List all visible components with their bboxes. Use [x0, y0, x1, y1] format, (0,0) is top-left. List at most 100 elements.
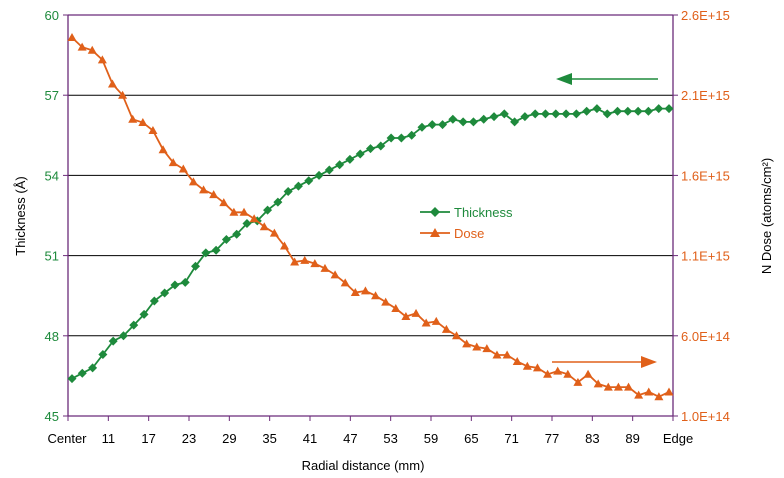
x-tick-label: 41	[303, 431, 317, 446]
legend-item-thickness: Thickness	[420, 205, 513, 220]
dose-point	[512, 356, 522, 365]
thickness-point	[407, 130, 417, 140]
dose-point	[219, 198, 229, 207]
dose-point	[118, 90, 128, 99]
dose-point	[634, 390, 644, 399]
dose-arrow	[552, 356, 657, 368]
dose-point	[593, 379, 603, 388]
dose-point	[391, 304, 401, 313]
thickness-point	[540, 109, 550, 119]
x-tick-label: Edge	[663, 431, 693, 446]
dose-point	[178, 164, 188, 173]
x-tick-label: 47	[343, 431, 357, 446]
thickness-point	[602, 109, 612, 119]
dose-point	[421, 318, 431, 327]
thickness-point	[613, 106, 623, 116]
dose-point	[249, 214, 259, 223]
x-tick-label: 53	[383, 431, 397, 446]
thickness-point	[366, 144, 375, 154]
dose-point	[563, 369, 573, 378]
dose-point	[188, 177, 198, 186]
thickness-point	[571, 109, 581, 119]
thickness-point	[108, 336, 118, 346]
dose-point	[624, 382, 634, 391]
left-tick-label: 51	[45, 249, 59, 264]
right-tick-label: 6.0E+14	[681, 329, 730, 344]
dose-point	[128, 114, 138, 123]
thickness-point	[211, 245, 221, 255]
x-tick-label: 11	[102, 431, 116, 446]
axes	[67, 14, 674, 417]
dose-point	[462, 339, 472, 348]
dose-point	[199, 185, 209, 194]
thickness-point	[479, 114, 489, 124]
dose-point	[522, 361, 532, 370]
x-tick-label: 83	[585, 431, 599, 446]
thickness-series	[67, 104, 674, 384]
thickness-point	[170, 280, 180, 290]
dose-point	[603, 382, 613, 391]
thickness-point	[191, 261, 201, 271]
thickness-point	[139, 309, 149, 319]
x-tick-label: 17	[141, 431, 155, 446]
thickness-point	[520, 112, 530, 122]
thickness-point	[88, 363, 98, 373]
dose-point	[320, 263, 330, 272]
thickness-point	[129, 320, 139, 330]
right-axis-label: N Dose (atoms/cm²)	[759, 158, 774, 274]
thickness-point	[417, 122, 427, 132]
thickness-point	[263, 205, 273, 215]
thickness-point	[582, 106, 592, 116]
x-tick-label: 29	[222, 431, 236, 446]
thickness-point	[345, 154, 355, 164]
thickness-point	[335, 160, 345, 170]
dose-point	[482, 344, 492, 353]
thickness-point	[664, 104, 674, 114]
thickness-point	[376, 141, 386, 151]
legend-label-dose: Dose	[454, 226, 484, 241]
thickness-point	[355, 149, 365, 159]
dose-point	[138, 117, 148, 126]
thickness-point	[232, 229, 242, 239]
dose-point	[532, 363, 542, 372]
thickness-point	[499, 109, 509, 119]
thickness-point	[77, 368, 87, 378]
dose-line	[71, 36, 670, 398]
thickness-point	[283, 186, 293, 196]
dose-point	[441, 324, 451, 333]
dose-point	[573, 377, 583, 386]
dose-point	[350, 287, 360, 296]
dose-point	[67, 32, 77, 41]
dose-point	[452, 331, 462, 340]
thickness-point	[551, 109, 561, 119]
dose-point	[279, 241, 289, 250]
thickness-arrow	[556, 73, 658, 85]
dose-point	[411, 308, 421, 317]
thickness-point	[448, 114, 458, 124]
thickness-point	[489, 112, 499, 122]
left-axis-ticks: 45 48 51 54 57 60	[45, 8, 68, 424]
legend: Thickness Dose	[420, 205, 513, 241]
thickness-point	[633, 106, 643, 116]
dose-point	[492, 350, 502, 359]
right-tick-label: 2.6E+15	[681, 8, 730, 23]
left-tick-label: 57	[45, 88, 59, 103]
dose-point	[77, 42, 87, 51]
x-tick-label: 77	[545, 431, 559, 446]
thickness-point	[324, 165, 334, 175]
thickness-point	[221, 235, 231, 245]
dose-point	[168, 158, 178, 167]
dose-point	[290, 257, 300, 266]
left-tick-label: 54	[45, 168, 59, 183]
dose-point	[239, 207, 249, 216]
x-tick-label: 89	[625, 431, 639, 446]
dose-point	[431, 316, 441, 325]
thickness-point	[242, 219, 252, 229]
thickness-point	[561, 109, 571, 119]
thickness-point	[149, 296, 159, 306]
x-tick-label: 71	[504, 431, 518, 446]
right-tick-label: 2.1E+15	[681, 88, 730, 103]
thickness-point	[438, 120, 448, 130]
thickness-point	[293, 181, 303, 191]
